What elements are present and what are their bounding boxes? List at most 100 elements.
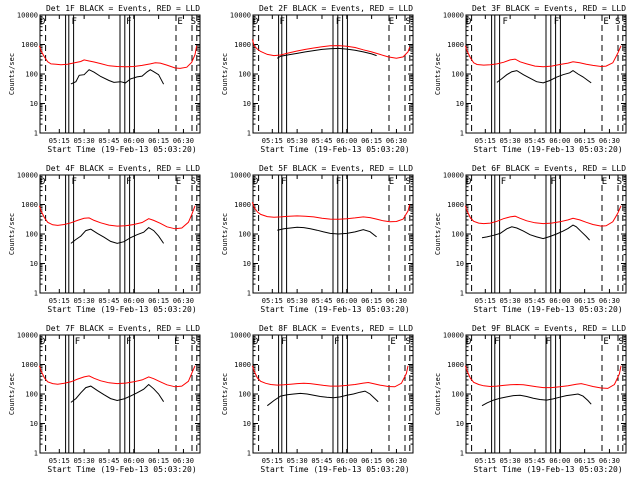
x-tick-label: 05:30 <box>74 457 95 465</box>
mode-marker: F <box>75 337 80 347</box>
x-tick-label: 05:15 <box>475 297 496 305</box>
y-tick-label: 1 <box>460 290 464 298</box>
y-tick-label: 10000 <box>230 172 251 180</box>
x-axis-label: Start Time (19-Feb-13 05:03:20) <box>473 305 622 314</box>
y-tick-label: 10000 <box>17 12 38 20</box>
x-axis-label: Start Time (19-Feb-13 05:03:20) <box>260 145 409 154</box>
y-tick-label: 10 <box>30 260 38 268</box>
events-series-line <box>481 224 590 241</box>
x-tick-label: 06:00 <box>336 137 357 145</box>
mode-marker: F <box>545 337 550 347</box>
panel-title: Det 3F BLACK = Events, RED = LLD <box>472 4 626 13</box>
panel-title: Det 1F BLACK = Events, RED = LLD <box>46 4 200 13</box>
x-tick-label: 05:45 <box>311 457 332 465</box>
x-tick-label: 06:30 <box>386 297 407 305</box>
y-tick-label: 10 <box>243 260 251 268</box>
mode-marker: E <box>602 177 607 187</box>
x-tick-label: 06:15 <box>574 457 595 465</box>
x-tick-label: 06:30 <box>386 137 407 145</box>
mode-marker: E <box>176 177 181 187</box>
x-axis-label: Start Time (19-Feb-13 05:03:20) <box>473 145 622 154</box>
x-tick-label: 05:30 <box>74 137 95 145</box>
y-tick-label: 10000 <box>443 172 464 180</box>
x-tick-label: 05:15 <box>49 137 70 145</box>
y-tick-label: 1 <box>34 450 38 458</box>
x-tick-label: 05:45 <box>524 297 545 305</box>
x-tick-label: 05:45 <box>98 297 119 305</box>
detector-panel: Det 3F BLACK = Events, RED = LLD 1 10 100 10… <box>434 4 627 154</box>
mode-marker: F <box>126 17 131 27</box>
mode-marker: S <box>615 17 620 27</box>
mode-marker: D <box>253 17 258 27</box>
x-tick-label: 05:15 <box>262 297 283 305</box>
y-tick-label: 10 <box>456 100 464 108</box>
x-tick-label: 05:45 <box>311 137 332 145</box>
mode-marker: S <box>191 177 196 187</box>
y-tick-label: 10000 <box>443 332 464 340</box>
mode-marker: S <box>405 177 410 187</box>
mode-marker: D <box>40 17 45 27</box>
x-tick-label: 05:15 <box>49 297 70 305</box>
lld-series-line <box>38 365 196 388</box>
y-tick-label: 100 <box>25 231 38 239</box>
y-axis-label: Counts/sec <box>221 53 229 95</box>
y-tick-label: 1 <box>460 450 464 458</box>
mode-marker: D <box>40 337 45 347</box>
x-tick-label: 05:45 <box>98 457 119 465</box>
y-tick-label: 100 <box>451 231 464 239</box>
detector-panel: Det 8F BLACK = Events, RED = LLD 1 10 100 10… <box>221 324 414 474</box>
detector-panel: Det 4F BLACK = Events, RED = LLD 1 10 100 10… <box>8 164 201 314</box>
y-tick-label: 1000 <box>234 41 251 49</box>
x-axis-label: Start Time (19-Feb-13 05:03:20) <box>47 465 196 474</box>
x-tick-label: 06:30 <box>599 457 620 465</box>
panel-title: Det 5F BLACK = Events, RED = LLD <box>259 164 413 173</box>
y-axis-label: Counts/sec <box>8 53 16 95</box>
events-series-line <box>70 226 165 244</box>
x-tick-label: 06:15 <box>574 137 595 145</box>
x-tick-label: 05:45 <box>524 457 545 465</box>
x-tick-label: 06:00 <box>123 137 144 145</box>
y-tick-label: 1000 <box>234 201 251 209</box>
y-tick-label: 1000 <box>447 361 464 369</box>
x-tick-label: 05:30 <box>500 457 521 465</box>
mode-marker: F <box>334 337 339 347</box>
y-tick-label: 10 <box>30 420 38 428</box>
x-axis-label: Start Time (19-Feb-13 05:03:20) <box>47 145 196 154</box>
y-axis-label: Counts/sec <box>434 53 442 95</box>
x-tick-label: 06:00 <box>123 457 144 465</box>
y-tick-label: 1 <box>34 290 38 298</box>
mode-marker: F <box>554 17 559 27</box>
y-tick-label: 10 <box>456 260 464 268</box>
detector-panel: Det 2F BLACK = Events, RED = LLD 1 10 100 10… <box>221 4 414 154</box>
panel-title: Det 7F BLACK = Events, RED = LLD <box>46 324 200 333</box>
mode-marker: S <box>405 17 410 27</box>
x-axis-label: Start Time (19-Feb-13 05:03:20) <box>47 305 196 314</box>
y-axis-label: Counts/sec <box>434 373 442 415</box>
x-tick-label: 05:30 <box>287 297 308 305</box>
mode-marker: F <box>280 17 285 27</box>
x-tick-label: 06:30 <box>599 297 620 305</box>
panel-title: Det 4F BLACK = Events, RED = LLD <box>46 164 200 173</box>
y-tick-label: 10000 <box>17 172 38 180</box>
panel-title: Det 8F BLACK = Events, RED = LLD <box>259 324 413 333</box>
lld-series-line <box>38 205 196 230</box>
y-tick-label: 1 <box>247 130 251 138</box>
x-tick-label: 06:15 <box>574 297 595 305</box>
y-axis-label: Counts/sec <box>221 213 229 255</box>
y-tick-label: 1000 <box>21 41 38 49</box>
x-tick-label: 06:30 <box>173 137 194 145</box>
x-tick-label: 05:30 <box>500 297 521 305</box>
panel-title: Det 6F BLACK = Events, RED = LLD <box>472 164 626 173</box>
y-tick-label: 1 <box>34 130 38 138</box>
mode-marker: E <box>389 177 394 187</box>
y-tick-label: 1 <box>460 130 464 138</box>
y-tick-label: 10 <box>30 100 38 108</box>
y-tick-label: 1 <box>247 450 251 458</box>
x-tick-label: 06:00 <box>549 457 570 465</box>
y-tick-label: 100 <box>238 391 251 399</box>
mode-marker: D <box>40 177 45 187</box>
x-axis-label: Start Time (19-Feb-13 05:03:20) <box>260 305 409 314</box>
lld-series-line <box>464 205 622 227</box>
x-tick-label: 05:15 <box>262 137 283 145</box>
x-tick-label: 05:15 <box>262 457 283 465</box>
